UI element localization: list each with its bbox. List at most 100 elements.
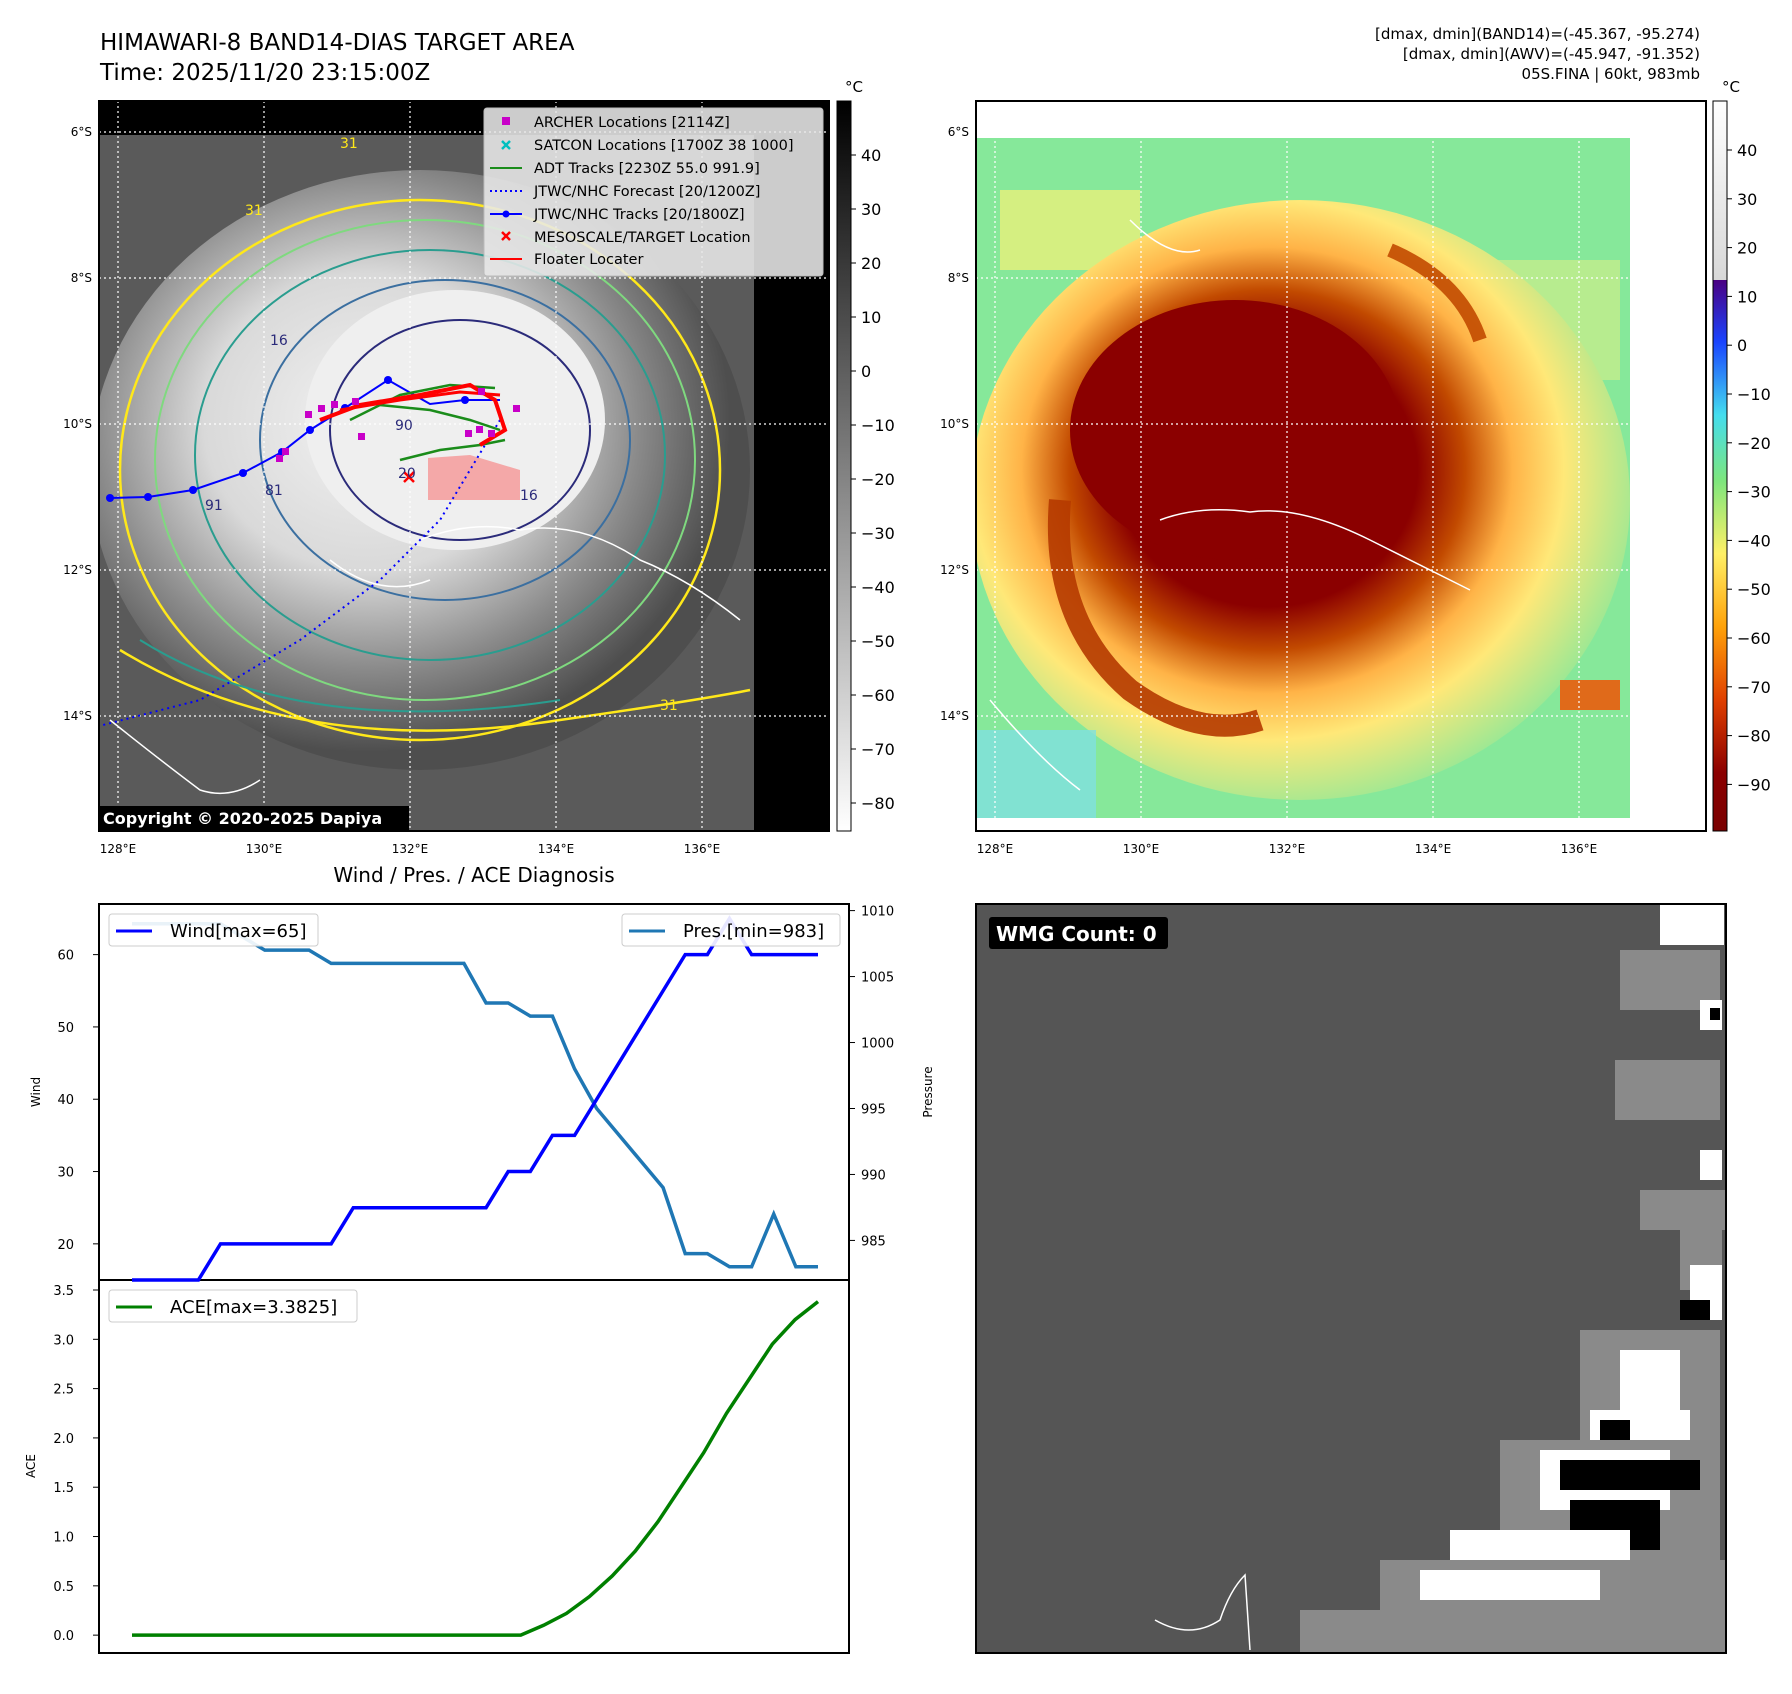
wmg-pattern — [1154, 905, 1725, 1652]
colorbar-tick-label: −90 — [1737, 775, 1771, 794]
ace-tick-label: 0.5 — [53, 1580, 74, 1595]
ace-tick-label: 1.5 — [53, 1481, 74, 1496]
colorbar-tick-label: −10 — [861, 416, 895, 435]
legend-pressure: Pres.[min=983] — [683, 921, 824, 942]
diagnosis-title: Wind / Pres. / ACE Diagnosis — [333, 863, 614, 887]
contour-label: 90 — [395, 418, 413, 434]
pressure-tick-label: 995 — [861, 1102, 886, 1117]
wind-axis-label: Wind — [29, 1077, 43, 1107]
contour-label: 20 — [398, 466, 416, 482]
contour-label: 16 — [270, 333, 288, 349]
contour-label: 81 — [265, 483, 283, 499]
legend-target: MESOSCALE/TARGET Location — [534, 230, 751, 246]
legend-jtwc-tracks: JTWC/NHC Tracks [20/1800Z] — [533, 207, 745, 223]
contour-label: 31 — [340, 136, 358, 152]
lat-label: 10°S — [940, 417, 969, 431]
lat-label: 10°S — [63, 417, 92, 431]
info-line-1: [dmax, dmin](BAND14)=(-45.367, -95.274) — [1375, 25, 1700, 43]
lat-label: 12°S — [940, 563, 969, 577]
lat-label: 6°S — [948, 125, 969, 139]
lon-label: 130°E — [1123, 842, 1160, 856]
colorbar-tick-label: 10 — [1737, 287, 1757, 306]
contour-label: 31 — [660, 698, 678, 714]
figure-time: Time: 2025/11/20 23:15:00Z — [99, 60, 430, 86]
pressure-tick-label: 1010 — [861, 905, 894, 920]
right-colorbar: °C 40 30 20 10 0 −10 −20 −30 −40 −50 −60 −70 −80 −90 — [1712, 78, 1771, 832]
colorbar-tick-label: −20 — [1737, 434, 1771, 453]
wind-tick-label: 60 — [57, 949, 74, 964]
ace-tick-label: 1.0 — [53, 1531, 74, 1546]
colorbar-unit: °C — [1722, 78, 1740, 96]
ace-tick-label: 3.0 — [53, 1333, 74, 1348]
colorbar-tick-label: 0 — [861, 362, 871, 381]
lon-label: 134°E — [1415, 842, 1452, 856]
lon-label: 136°E — [684, 842, 721, 856]
lon-label: 132°E — [1269, 842, 1306, 856]
lat-label: 14°S — [63, 709, 92, 723]
figure-title: HIMAWARI-8 BAND14-DIAS TARGET AREA — [100, 30, 575, 56]
ace-series-line — [132, 1300, 820, 1637]
lat-label: 8°S — [948, 271, 969, 285]
lat-label: 6°S — [71, 125, 92, 139]
wind-tick-label: 20 — [57, 1238, 74, 1253]
lat-label: 14°S — [940, 709, 969, 723]
colorbar-tick-label: 10 — [861, 308, 881, 327]
lon-label: 134°E — [538, 842, 575, 856]
contour-label: 31 — [245, 203, 263, 219]
copyright-text: Copyright © 2020-2025 Dapiya — [103, 809, 382, 828]
wind-legend: Wind[max=65] — [108, 913, 319, 947]
colorbar-tick-label: 40 — [1737, 141, 1757, 160]
wmg-panel: WMG Count: 0 — [975, 903, 1727, 1654]
right-map-panel: 6°S 8°S 10°S 12°S 14°S 128°E 130°E 132°E… — [940, 78, 1771, 856]
colorbar-tick-label: −40 — [861, 578, 895, 597]
pressure-tick-label: 1005 — [861, 971, 894, 986]
ace-tick-label: 3.5 — [53, 1284, 74, 1299]
ace-tick-label: 0.0 — [53, 1629, 74, 1644]
wmg-count-label: WMG Count: 0 — [996, 922, 1157, 946]
wind-tick-label: 30 — [57, 1166, 74, 1181]
colorbar-tick-label: 0 — [1737, 336, 1747, 355]
colorbar-tick-label: 20 — [1737, 239, 1757, 258]
colorbar-tick-label: 30 — [861, 200, 881, 219]
colorbar-unit: °C — [845, 78, 863, 96]
lat-label: 12°S — [63, 563, 92, 577]
legend-jtwc-forecast: JTWC/NHC Forecast [20/1200Z] — [533, 184, 760, 200]
legend-ace: ACE[max=3.3825] — [170, 1297, 337, 1318]
pressure-legend: Pres.[min=983] — [621, 913, 841, 947]
lon-label: 128°E — [977, 842, 1014, 856]
colorbar-tick-label: −70 — [861, 740, 895, 759]
colorbar-tick-label: −80 — [1737, 727, 1771, 746]
lon-label: 132°E — [392, 842, 429, 856]
legend-floater: Floater Locater — [534, 252, 643, 268]
ace-tick-label: 2.0 — [53, 1432, 74, 1447]
wind-tick-label: 50 — [57, 1021, 74, 1036]
colorbar-tick-label: −80 — [861, 794, 895, 813]
pressure-tick-label: 985 — [861, 1234, 886, 1249]
legend-adt: ADT Tracks [2230Z 55.0 991.9] — [534, 161, 760, 177]
colorbar-tick-label: −70 — [1737, 678, 1771, 697]
colorbar-tick-label: −10 — [1737, 385, 1771, 404]
info-line-3: 05S.FINA | 60kt, 983mb — [1522, 65, 1700, 83]
left-map-panel: 31 31 31 16 16 20 90 81 91 Copyright © 2… — [63, 78, 895, 856]
info-line-2: [dmax, dmin](AWV)=(-45.947, -91.352) — [1403, 45, 1700, 63]
left-colorbar: °C 40 30 20 10 0 −10 −20 −30 −40 −50 −60 −70 −80 — [836, 78, 895, 832]
lon-label: 128°E — [100, 842, 137, 856]
colorbar-tick-label: −30 — [1737, 483, 1771, 502]
contour-label: 91 — [205, 498, 223, 514]
left-map-legend: ARCHER Locations [2114Z] SATCON Location… — [483, 107, 824, 277]
contour-label: 16 — [520, 488, 538, 504]
wind-tick-label: 40 — [57, 1093, 74, 1108]
colorbar-tick-label: −20 — [861, 470, 895, 489]
colorbar-tick-label: 20 — [861, 254, 881, 273]
wind-series-line — [132, 915, 818, 1282]
lat-label: 8°S — [71, 271, 92, 285]
colorbar-tick-label: 40 — [861, 146, 881, 165]
colorbar-tick-label: −50 — [1737, 580, 1771, 599]
legend-wind: Wind[max=65] — [170, 921, 307, 942]
pressure-tick-label: 1000 — [861, 1037, 894, 1052]
ace-axis-label: ACE — [24, 1454, 38, 1478]
ace-legend: ACE[max=3.3825] — [108, 1289, 358, 1323]
legend-archer: ARCHER Locations [2114Z] — [534, 115, 730, 131]
